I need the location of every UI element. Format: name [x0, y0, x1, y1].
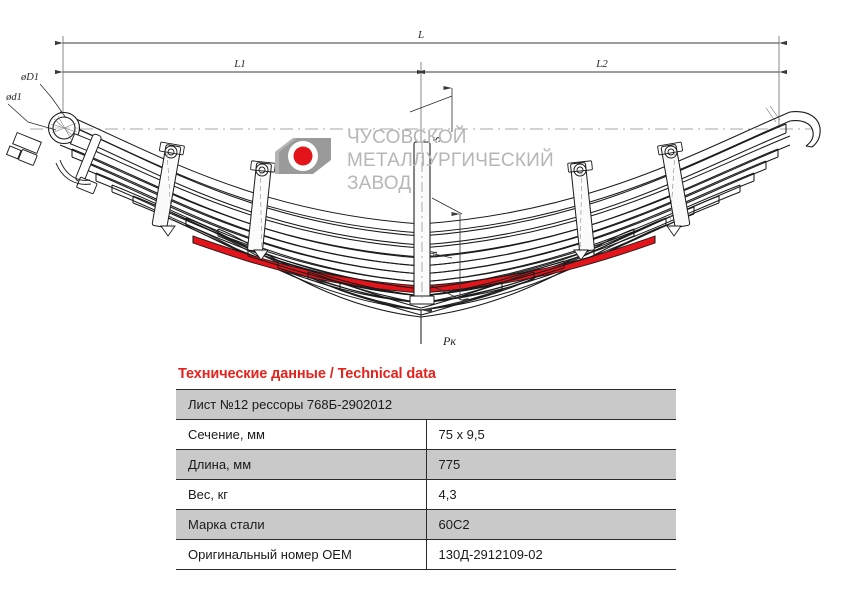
thickness-label-S: S	[432, 136, 443, 142]
dimension-L-label: L	[417, 29, 424, 41]
dimension-L1: L1	[54, 58, 426, 75]
left-spring-eye	[46, 111, 82, 145]
table-row: Вес, кг 4,3	[176, 479, 676, 510]
clamp-right-outer	[657, 141, 691, 237]
leader-H	[429, 197, 469, 303]
table-row: Оригинальный номер OEM 130Д-2912109-02	[176, 539, 676, 570]
eye-inner-diameter-label: ød1	[5, 92, 22, 103]
table-cell-value: 75 x 9,5	[425, 419, 676, 450]
clamp-left-outer	[151, 141, 185, 237]
table-cell-value: 130Д-2912109-02	[425, 539, 676, 570]
table-cell-label: Оригинальный номер OEM	[176, 539, 426, 570]
table-row: Сечение, мм 75 x 9,5	[176, 419, 676, 450]
table-cell-label: Вес, кг	[176, 479, 426, 510]
technical-data-title: Технические данные / Technical data	[178, 366, 436, 382]
clamp-left-inner	[247, 160, 276, 261]
dimension-L2-label: L2	[595, 58, 608, 70]
leaf-spring-drawing: L L1 L2	[5, 29, 821, 348]
table-row: Марка стали 60С2	[176, 509, 676, 540]
center-bolt	[409, 141, 435, 305]
table-cell-label: Марка стали	[176, 509, 426, 540]
dimension-L2: L2	[416, 58, 788, 75]
table-cell-label: Сечение, мм	[176, 419, 426, 450]
leaf-spring-svg: L L1 L2	[5, 29, 821, 348]
left-end-hardware	[5, 131, 102, 195]
table-cell-value: 4,3	[425, 479, 676, 510]
clamp-right-inner	[567, 160, 595, 261]
table-cell-label: Длина, мм	[176, 449, 426, 480]
dimension-L1-label: L1	[233, 58, 246, 70]
technical-data-table: Лист №12 рессоры 768Б-2902012 Сечение, м…	[176, 389, 676, 570]
eye-leader-lines	[7, 83, 67, 131]
right-end-hook	[765, 105, 821, 148]
table-cell-part-header: Лист №12 рессоры 768Б-2902012	[176, 389, 676, 420]
eye-outer-diameter-label: øD1	[20, 72, 39, 83]
leader-S-upper	[409, 85, 453, 132]
height-label-H: H	[429, 250, 440, 259]
dimension-L: L	[54, 29, 788, 46]
technical-data-block: Технические данные / Technical data Лист…	[176, 366, 676, 570]
load-label-Pk: Pк	[442, 334, 456, 348]
table-row-header: Лист №12 рессоры 768Б-2902012	[176, 389, 676, 420]
table-cell-value: 60С2	[425, 509, 676, 540]
table-cell-value: 775	[425, 449, 676, 480]
table-row: Длина, мм 775	[176, 449, 676, 480]
